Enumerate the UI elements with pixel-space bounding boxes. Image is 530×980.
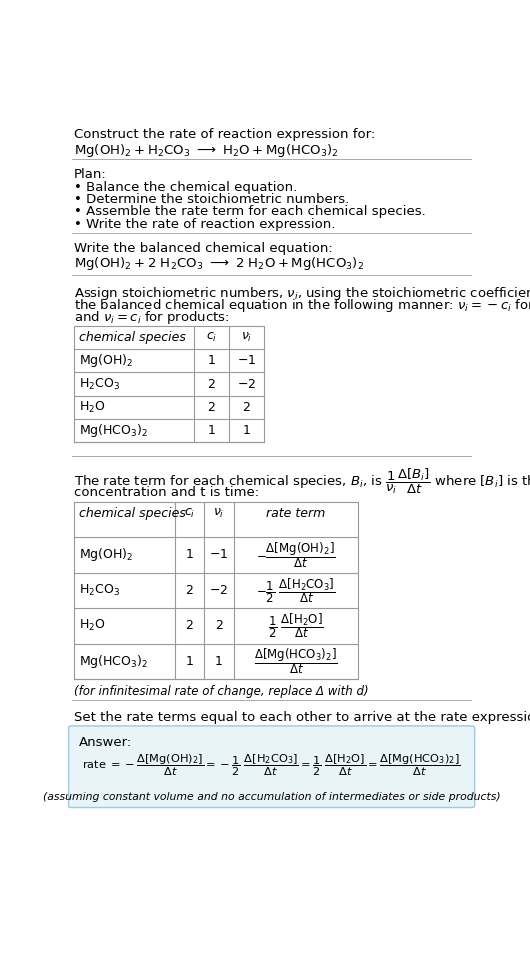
- Text: $\mathrm{Mg(OH)_2 + H_2CO_3 \ \longrightarrow \ H_2O + Mg(HCO_3)_2}$: $\mathrm{Mg(OH)_2 + H_2CO_3 \ \longright…: [74, 142, 339, 159]
- Text: $\nu_i$: $\nu_i$: [213, 507, 225, 520]
- Text: $\mathrm{H_2CO_3}$: $\mathrm{H_2CO_3}$: [78, 583, 120, 598]
- Text: $-2$: $-2$: [237, 377, 256, 390]
- Text: rate $= -\dfrac{\Delta[\mathrm{Mg(OH)_2}]}{\Delta t} = -\dfrac{1}{2}\ \dfrac{\De: rate $= -\dfrac{\Delta[\mathrm{Mg(OH)_2}…: [82, 753, 461, 778]
- Text: $\dfrac{1}{2}\ \dfrac{\Delta[\mathrm{H_2O}]}{\Delta t}$: $\dfrac{1}{2}\ \dfrac{\Delta[\mathrm{H_2…: [268, 612, 323, 640]
- Text: $-2$: $-2$: [209, 584, 228, 597]
- Text: $\mathrm{H_2O}$: $\mathrm{H_2O}$: [78, 618, 105, 633]
- Text: $\mathrm{Mg(OH)_2}$: $\mathrm{Mg(OH)_2}$: [78, 353, 133, 369]
- Text: $-\dfrac{\Delta[\mathrm{Mg(OH)_2}]}{\Delta t}$: $-\dfrac{\Delta[\mathrm{Mg(OH)_2}]}{\Del…: [256, 540, 335, 569]
- Text: $\mathrm{Mg(HCO_3)_2}$: $\mathrm{Mg(HCO_3)_2}$: [78, 421, 148, 439]
- Text: 2: 2: [186, 584, 193, 597]
- Text: • Balance the chemical equation.: • Balance the chemical equation.: [74, 180, 297, 194]
- Text: 1: 1: [208, 423, 216, 437]
- Text: (for infinitesimal rate of change, replace Δ with d): (for infinitesimal rate of change, repla…: [74, 685, 369, 698]
- Text: $\mathrm{Mg(OH)_2 + 2 \ H_2CO_3 \ \longrightarrow \ 2 \ H_2O + Mg(HCO_3)_2}$: $\mathrm{Mg(OH)_2 + 2 \ H_2CO_3 \ \longr…: [74, 256, 364, 272]
- Text: 1: 1: [215, 655, 223, 667]
- Text: 1: 1: [243, 423, 250, 437]
- Text: • Assemble the rate term for each chemical species.: • Assemble the rate term for each chemic…: [74, 206, 426, 219]
- Text: Plan:: Plan:: [74, 169, 107, 181]
- Text: rate term: rate term: [266, 507, 325, 519]
- Text: 2: 2: [215, 619, 223, 632]
- Text: $\nu_i$: $\nu_i$: [241, 331, 252, 344]
- Text: 1: 1: [186, 655, 193, 667]
- Text: concentration and t is time:: concentration and t is time:: [74, 486, 259, 500]
- Text: Answer:: Answer:: [78, 736, 132, 749]
- Bar: [74, 502, 358, 679]
- Text: • Write the rate of reaction expression.: • Write the rate of reaction expression.: [74, 218, 335, 230]
- FancyBboxPatch shape: [68, 726, 475, 808]
- Text: $c_i$: $c_i$: [184, 507, 195, 520]
- Text: $-1$: $-1$: [209, 549, 228, 562]
- Text: 2: 2: [186, 619, 193, 632]
- Text: 2: 2: [208, 401, 216, 414]
- Text: $\mathrm{H_2O}$: $\mathrm{H_2O}$: [78, 400, 105, 415]
- Text: chemical species: chemical species: [78, 507, 186, 519]
- Text: • Determine the stoichiometric numbers.: • Determine the stoichiometric numbers.: [74, 193, 349, 206]
- Text: $\dfrac{\Delta[\mathrm{Mg(HCO_3)_2}]}{\Delta t}$: $\dfrac{\Delta[\mathrm{Mg(HCO_3)_2}]}{\D…: [254, 647, 338, 676]
- Text: 2: 2: [243, 401, 250, 414]
- Text: 1: 1: [208, 355, 216, 368]
- Text: (assuming constant volume and no accumulation of intermediates or side products): (assuming constant volume and no accumul…: [43, 792, 500, 802]
- Text: 1: 1: [186, 549, 193, 562]
- Text: Set the rate terms equal to each other to arrive at the rate expression:: Set the rate terms equal to each other t…: [74, 711, 530, 724]
- Text: $\mathrm{Mg(OH)_2}$: $\mathrm{Mg(OH)_2}$: [78, 547, 133, 563]
- Bar: [74, 326, 264, 442]
- Text: Construct the rate of reaction expression for:: Construct the rate of reaction expressio…: [74, 128, 375, 141]
- Text: Write the balanced chemical equation:: Write the balanced chemical equation:: [74, 242, 333, 256]
- Text: chemical species: chemical species: [78, 331, 186, 344]
- Text: Assign stoichiometric numbers, $\nu_i$, using the stoichiometric coefficients, $: Assign stoichiometric numbers, $\nu_i$, …: [74, 284, 530, 302]
- Text: 2: 2: [208, 377, 216, 390]
- Text: the balanced chemical equation in the following manner: $\nu_i = -c_i$ for react: the balanced chemical equation in the fo…: [74, 297, 530, 314]
- Text: $c_i$: $c_i$: [206, 331, 217, 344]
- Text: and $\nu_i = c_i$ for products:: and $\nu_i = c_i$ for products:: [74, 310, 229, 326]
- Text: $-1$: $-1$: [237, 355, 256, 368]
- Text: The rate term for each chemical species, $B_i$, is $\dfrac{1}{\nu_i}\dfrac{\Delt: The rate term for each chemical species,…: [74, 466, 530, 496]
- Text: $-\dfrac{1}{2}\ \dfrac{\Delta[\mathrm{H_2CO_3}]}{\Delta t}$: $-\dfrac{1}{2}\ \dfrac{\Delta[\mathrm{H_…: [256, 576, 335, 605]
- Text: $\mathrm{Mg(HCO_3)_2}$: $\mathrm{Mg(HCO_3)_2}$: [78, 653, 148, 669]
- Text: $\mathrm{H_2CO_3}$: $\mathrm{H_2CO_3}$: [78, 376, 120, 392]
